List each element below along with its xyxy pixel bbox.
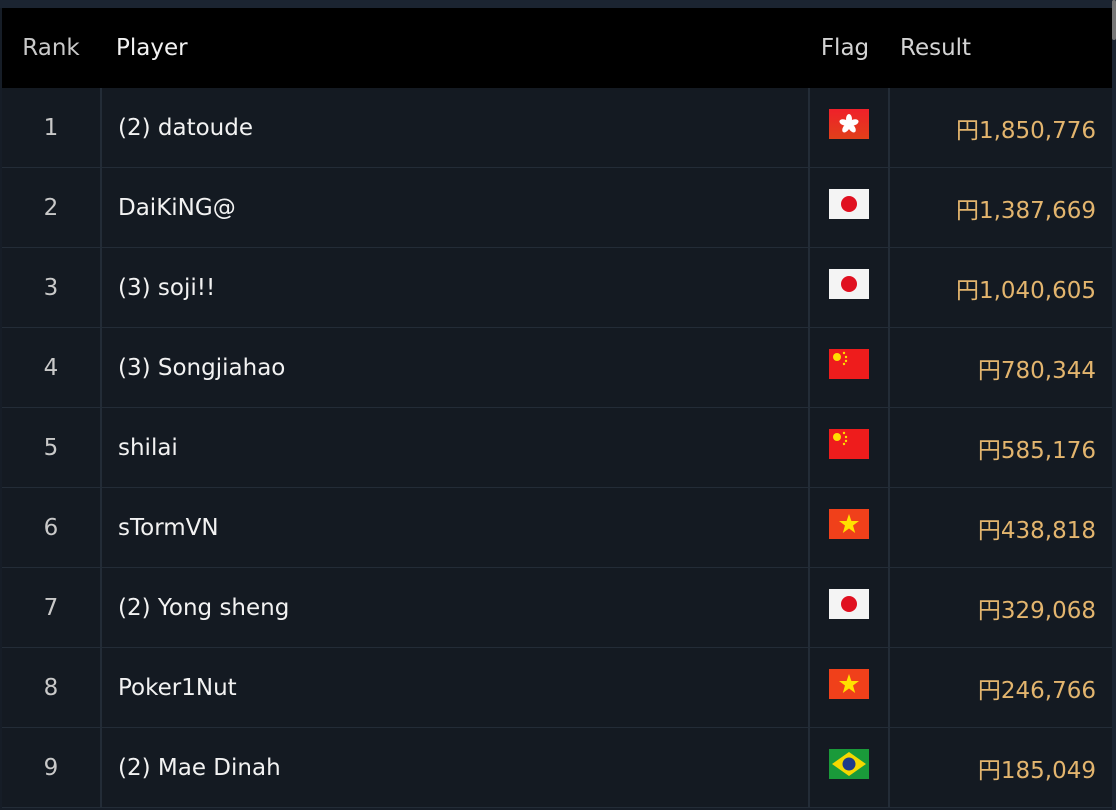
- flag-cell: [810, 88, 890, 167]
- result-cell: 円585,176: [977, 437, 1096, 464]
- result-cell: 円329,068: [977, 597, 1096, 624]
- player-name[interactable]: (3) soji!!: [102, 248, 810, 327]
- table-body: 1 (2) datoude 円1,850,776 2 DaiKiNG@ 円1,38…: [2, 88, 1112, 808]
- player-name[interactable]: (2) Yong sheng: [102, 568, 810, 647]
- table-row[interactable]: 9 (2) Mae Dinah 円185,049: [2, 728, 1112, 808]
- rank-cell: 7: [2, 568, 102, 647]
- table-row[interactable]: 3 (3) soji!! 円1,040,605: [2, 248, 1112, 328]
- japan-flag-icon: [829, 268, 869, 299]
- flag-cell: [810, 328, 890, 407]
- rank-cell: 5: [2, 408, 102, 487]
- hong-kong-flag-icon: [829, 108, 869, 139]
- results-table: Rank Player Flag Result 1 (2) datoude 円1…: [2, 8, 1112, 808]
- table-row[interactable]: 2 DaiKiNG@ 円1,387,669: [2, 168, 1112, 248]
- flag-cell: [810, 568, 890, 647]
- player-name[interactable]: DaiKiNG@: [102, 168, 810, 247]
- player-name[interactable]: (3) Songjiahao: [102, 328, 810, 407]
- flag-cell: [810, 248, 890, 327]
- table-row[interactable]: 7 (2) Yong sheng 円329,068: [2, 568, 1112, 648]
- vietnam-flag-icon: [829, 508, 869, 539]
- rank-cell: 4: [2, 328, 102, 407]
- flag-cell: [810, 408, 890, 487]
- rank-cell: 9: [2, 728, 102, 807]
- header-rank[interactable]: Rank: [22, 35, 80, 61]
- japan-flag-icon: [829, 588, 869, 619]
- rank-cell: 3: [2, 248, 102, 327]
- result-cell: 円1,850,776: [955, 117, 1096, 144]
- result-cell: 円246,766: [977, 677, 1096, 704]
- vietnam-flag-icon: [829, 668, 869, 699]
- result-cell: 円1,040,605: [955, 277, 1096, 304]
- rank-cell: 1: [2, 88, 102, 167]
- rank-cell: 2: [2, 168, 102, 247]
- result-cell: 円438,818: [977, 517, 1096, 544]
- table-row[interactable]: 1 (2) datoude 円1,850,776: [2, 88, 1112, 168]
- china-flag-icon: [829, 348, 869, 379]
- flag-cell: [810, 728, 890, 807]
- player-name[interactable]: (2) Mae Dinah: [102, 728, 810, 807]
- header-flag[interactable]: Flag: [820, 35, 870, 61]
- flag-cell: [810, 168, 890, 247]
- table-row[interactable]: 4 (3) Songjiahao 円780,344: [2, 328, 1112, 408]
- table-header: Rank Player Flag Result: [2, 8, 1112, 88]
- header-result[interactable]: Result: [900, 35, 972, 61]
- china-flag-icon: [829, 428, 869, 459]
- flag-cell: [810, 648, 890, 727]
- scrollbar[interactable]: [1112, 0, 1116, 810]
- player-name[interactable]: shilai: [102, 408, 810, 487]
- scrollbar-thumb[interactable]: [1112, 0, 1116, 40]
- rank-cell: 6: [2, 488, 102, 567]
- header-player[interactable]: Player: [116, 35, 188, 61]
- table-row[interactable]: 6 sTormVN 円438,818: [2, 488, 1112, 568]
- japan-flag-icon: [829, 188, 869, 219]
- player-name[interactable]: sTormVN: [102, 488, 810, 567]
- rank-cell: 8: [2, 648, 102, 727]
- player-name[interactable]: Poker1Nut: [102, 648, 810, 727]
- result-cell: 円780,344: [977, 357, 1096, 384]
- table-row[interactable]: 5 shilai 円585,176: [2, 408, 1112, 488]
- result-cell: 円1,387,669: [955, 197, 1096, 224]
- table-row[interactable]: 8 Poker1Nut 円246,766: [2, 648, 1112, 728]
- flag-cell: [810, 488, 890, 567]
- brazil-flag-icon: [829, 748, 869, 779]
- result-cell: 円185,049: [977, 757, 1096, 784]
- top-strip: [0, 0, 1116, 8]
- player-name[interactable]: (2) datoude: [102, 88, 810, 167]
